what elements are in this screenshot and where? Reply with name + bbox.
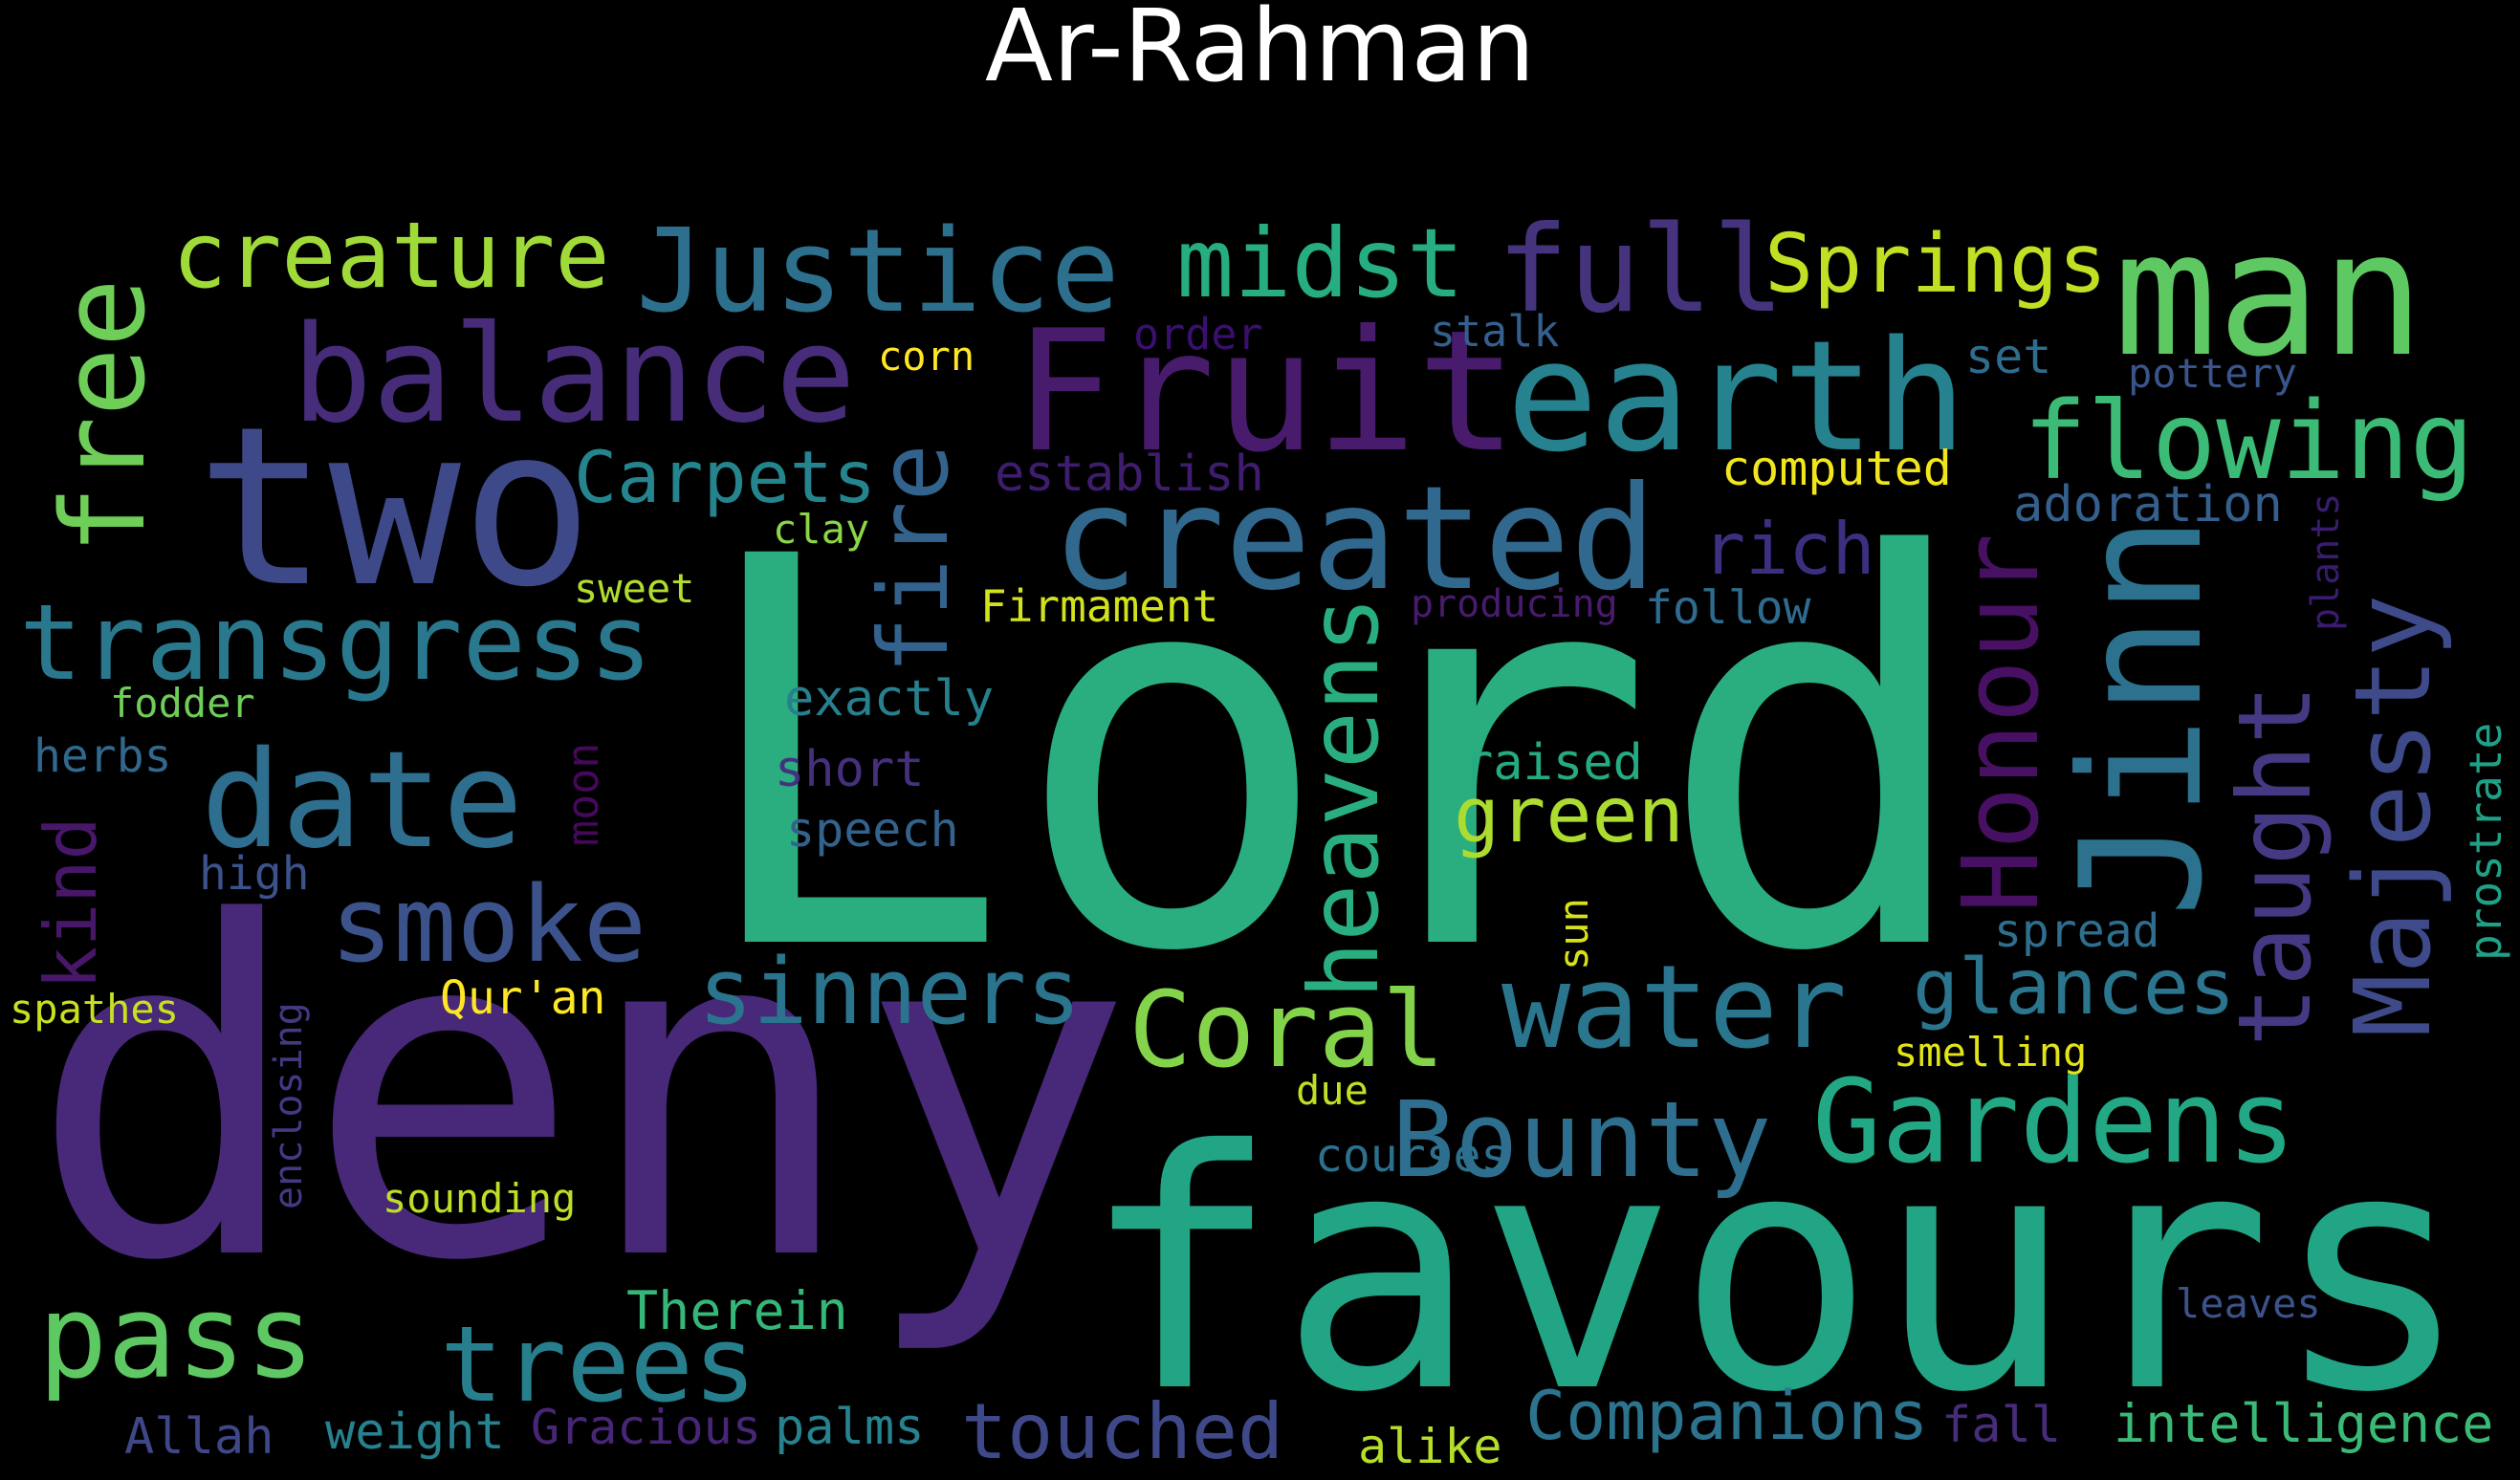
word-gardens: Gardens xyxy=(1812,1056,2296,1189)
word-coral: Coral xyxy=(1129,969,1445,1091)
word-moon: moon xyxy=(558,743,608,846)
word-spathes: spathes xyxy=(10,986,179,1033)
word-gracious: Gracious xyxy=(531,1400,761,1455)
word-weight: weight xyxy=(325,1404,505,1461)
word-bounty: Bounty xyxy=(1391,1078,1771,1201)
word-justice: Justice xyxy=(636,206,1120,338)
word-water: water xyxy=(1501,942,1847,1075)
word-fodder: fodder xyxy=(110,680,255,727)
word-raised: raised xyxy=(1463,734,1643,792)
word-prostrate: prostrate xyxy=(2460,723,2511,961)
word-corn: corn xyxy=(878,333,975,380)
word-rich: rich xyxy=(1702,507,1875,591)
word-companions: Companions xyxy=(1525,1377,1928,1455)
word-majesty: Majesty xyxy=(2332,594,2454,1037)
word-touched: touched xyxy=(961,1387,1283,1476)
word-sweet: sweet xyxy=(574,565,694,612)
word-quran: Qur'an xyxy=(440,971,605,1025)
word-carpets: Carpets xyxy=(574,435,876,519)
word-allah: Allah xyxy=(124,1408,274,1466)
word-earth: earth xyxy=(1506,307,1967,486)
word-leaves: leaves xyxy=(2176,1280,2321,1327)
word-kind: kind xyxy=(29,816,113,990)
word-smelling: smelling xyxy=(1894,1029,2087,1076)
word-green: green xyxy=(1454,771,1684,860)
word-speech: speech xyxy=(786,802,959,858)
word-intelligence: intelligence xyxy=(2114,1393,2493,1454)
word-lord: Lord xyxy=(689,446,1979,1069)
word-due: due xyxy=(1296,1067,1369,1114)
word-full: full xyxy=(1497,201,1785,339)
word-favours: favours xyxy=(1081,1081,2471,1465)
word-flowing: flowing xyxy=(2023,380,2474,504)
word-two: two xyxy=(196,381,593,636)
word-honour: Honour xyxy=(1939,533,2062,913)
word-transgress: transgress xyxy=(19,581,652,704)
word-pass: pass xyxy=(38,1272,315,1404)
word-clay: clay xyxy=(773,506,869,553)
word-herbs: herbs xyxy=(33,729,172,783)
word-sun: sun xyxy=(1550,898,1597,970)
word-balance: balance xyxy=(292,297,856,453)
word-sounding: sounding xyxy=(383,1175,576,1222)
word-stalk: stalk xyxy=(1430,306,1559,357)
word-follow: follow xyxy=(1645,581,1810,635)
word-creature: creature xyxy=(172,204,610,309)
word-enclosing: enclosing xyxy=(267,1002,311,1209)
word-adoration: adoration xyxy=(2013,476,2283,533)
word-fruit: Fruit xyxy=(1014,295,1518,490)
word-spread: spread xyxy=(1994,904,2159,958)
word-pottery: pottery xyxy=(2128,350,2297,397)
word-heavens: heavens xyxy=(1288,597,1400,999)
word-man: man xyxy=(2114,195,2424,395)
word-computed: computed xyxy=(1721,441,1952,496)
word-palms: palms xyxy=(775,1399,925,1456)
word-therein: Therein xyxy=(626,1280,848,1341)
word-date: date xyxy=(201,723,523,879)
word-establish: establish xyxy=(995,446,1264,503)
word-free: free xyxy=(38,278,171,555)
word-alike: alike xyxy=(1358,1419,1502,1474)
word-springs: Springs xyxy=(1764,217,2107,312)
word-fire: fire xyxy=(858,444,970,674)
word-plants: plants xyxy=(2304,493,2348,632)
word-deny: deny xyxy=(29,827,1134,1361)
word-short: short xyxy=(775,741,925,798)
word-exactly: exactly xyxy=(784,670,994,728)
word-smoke: smoke xyxy=(330,863,646,986)
page-title: Ar-Rahman xyxy=(984,0,1536,104)
word-created: created xyxy=(1052,456,1656,622)
word-jinn: Jinn xyxy=(2046,515,2240,918)
word-set: set xyxy=(1965,329,2051,384)
word-sinners: sinners xyxy=(698,940,1081,1045)
word-midst: midst xyxy=(1176,207,1464,319)
word-taught: taught xyxy=(2217,685,2334,1047)
word-courses: courses xyxy=(1315,1129,1508,1183)
word-glances: glances xyxy=(1913,943,2235,1032)
word-order: order xyxy=(1133,309,1262,359)
word-fall: fall xyxy=(1941,1397,2061,1454)
word-firmament: Firmament xyxy=(980,580,1218,632)
word-producing: producing xyxy=(1411,582,1618,626)
word-high: high xyxy=(199,847,310,901)
word-trees: trees xyxy=(440,1303,756,1426)
